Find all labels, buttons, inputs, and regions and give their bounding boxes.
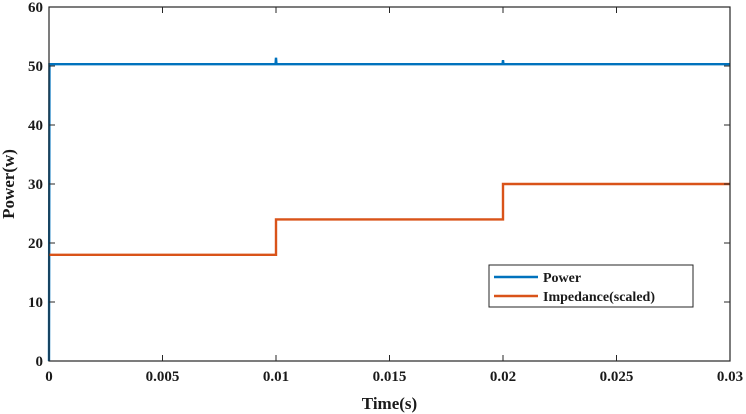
y-tick-label: 60 [28,0,43,16]
plot-frame [48,6,731,362]
series-line-power [47,57,730,362]
x-axis-label: Time(s) [362,394,417,413]
ticks-layer: 0 0.005 0.01 0.015 0.02 0.025 0.03 0 10 20 30 40 50 6… [28,0,743,385]
legend-label-power: Power [543,271,581,286]
y-tick-label: 40 [28,118,43,134]
x-tick-label: 0.01 [263,369,289,385]
y-axis-label: Power(w) [0,149,18,219]
legend-box [488,264,694,308]
x-tick-label: 0.015 [373,369,407,385]
x-tick-label: 0.02 [490,369,516,385]
y-tick-label: 50 [28,59,43,75]
legend-label-impedance: Impedance(scaled) [543,290,655,305]
y-tick-label: 10 [28,295,43,311]
y-tick-label: 20 [28,236,43,252]
legend: Power Impedance(scaled) [488,264,694,308]
x-tick-label: 0.03 [717,369,743,385]
y-tick-label: 0 [36,354,44,370]
x-tick-label: 0 [45,369,53,385]
series-layer [47,57,730,362]
x-tick-label: 0.025 [600,369,634,385]
series-line-impedance [49,182,730,256]
y-tick-label: 30 [28,177,43,193]
x-tick-label: 0.005 [146,369,180,385]
